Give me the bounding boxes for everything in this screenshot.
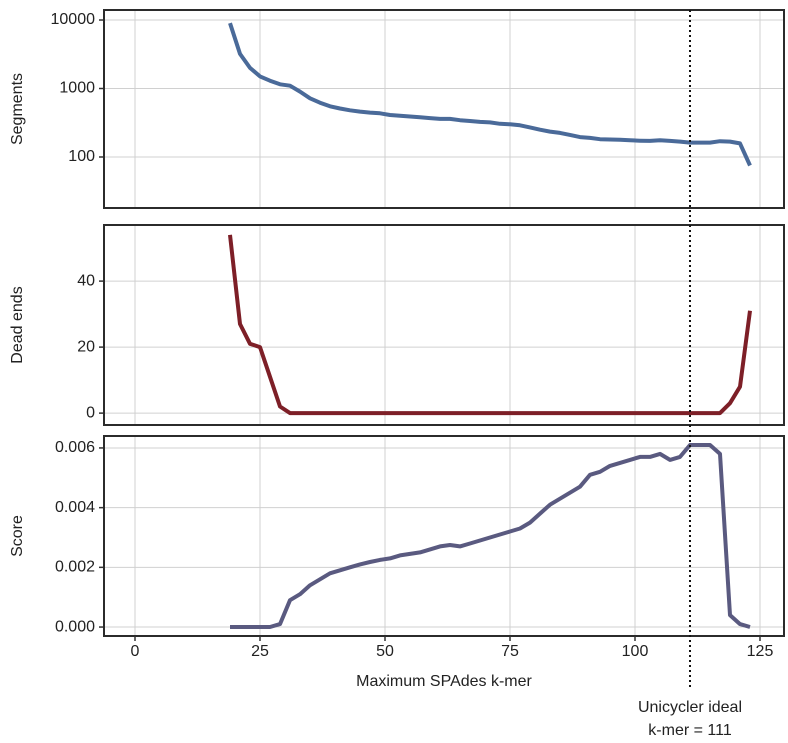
- data-line: [228, 22, 752, 167]
- x-axis-title: Maximum SPAdes k-mer: [356, 673, 532, 690]
- y-tick-label: 0.000: [55, 618, 95, 635]
- y-axis-title: Dead ends: [9, 286, 26, 363]
- x-tick-label: 25: [251, 643, 269, 660]
- y-tick-label: 0.002: [55, 559, 95, 576]
- annotation-text: k-mer = 111: [648, 722, 732, 739]
- y-axis-title: Score: [9, 515, 26, 557]
- panel-frame: [103, 224, 785, 426]
- annotation-text: Unicycler ideal: [638, 699, 742, 716]
- x-tick-label: 0: [131, 643, 140, 660]
- y-tick-label: 0.004: [55, 499, 95, 516]
- panel-frame: [103, 9, 785, 209]
- y-axis-title: Segments: [9, 73, 26, 145]
- x-tick-label: 125: [747, 643, 774, 660]
- x-tick-label: 75: [501, 643, 519, 660]
- panel-frame: [103, 435, 785, 637]
- y-tick-label: 0.006: [55, 439, 95, 456]
- y-tick-label: 0: [86, 404, 95, 421]
- y-tick-label: 40: [77, 272, 95, 289]
- data-line: [228, 234, 752, 416]
- y-tick-label: 20: [77, 338, 95, 355]
- y-tick-label: 1000: [59, 80, 95, 97]
- y-tick-label: 100: [68, 148, 95, 165]
- data-line: [230, 443, 751, 629]
- x-tick-label: 50: [376, 643, 394, 660]
- x-tick-label: 100: [622, 643, 649, 660]
- y-tick-label: 10000: [51, 11, 96, 28]
